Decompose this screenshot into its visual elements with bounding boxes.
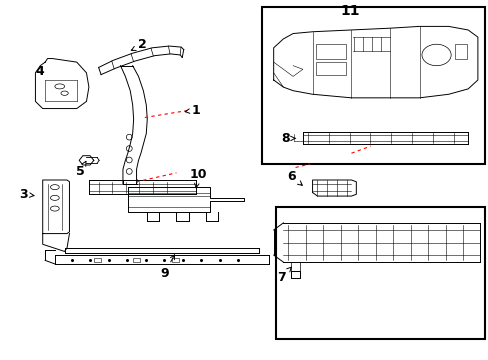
Text: 7: 7 <box>277 267 291 284</box>
Bar <box>316 44 345 59</box>
Bar <box>316 62 345 75</box>
Text: 4: 4 <box>36 64 44 77</box>
Text: 10: 10 <box>189 168 206 188</box>
Text: 11: 11 <box>340 4 360 18</box>
Bar <box>276 207 484 339</box>
Text: 5: 5 <box>76 161 86 177</box>
Text: 2: 2 <box>131 39 146 51</box>
Bar <box>94 257 101 262</box>
Text: 1: 1 <box>185 104 200 117</box>
Text: 3: 3 <box>19 188 34 201</box>
Text: 6: 6 <box>287 170 302 185</box>
Text: 9: 9 <box>160 255 174 280</box>
Text: 8: 8 <box>281 132 295 145</box>
Bar <box>290 271 300 278</box>
Bar <box>132 257 140 262</box>
Bar <box>171 257 179 262</box>
Bar <box>261 7 484 164</box>
Bar <box>454 44 466 59</box>
